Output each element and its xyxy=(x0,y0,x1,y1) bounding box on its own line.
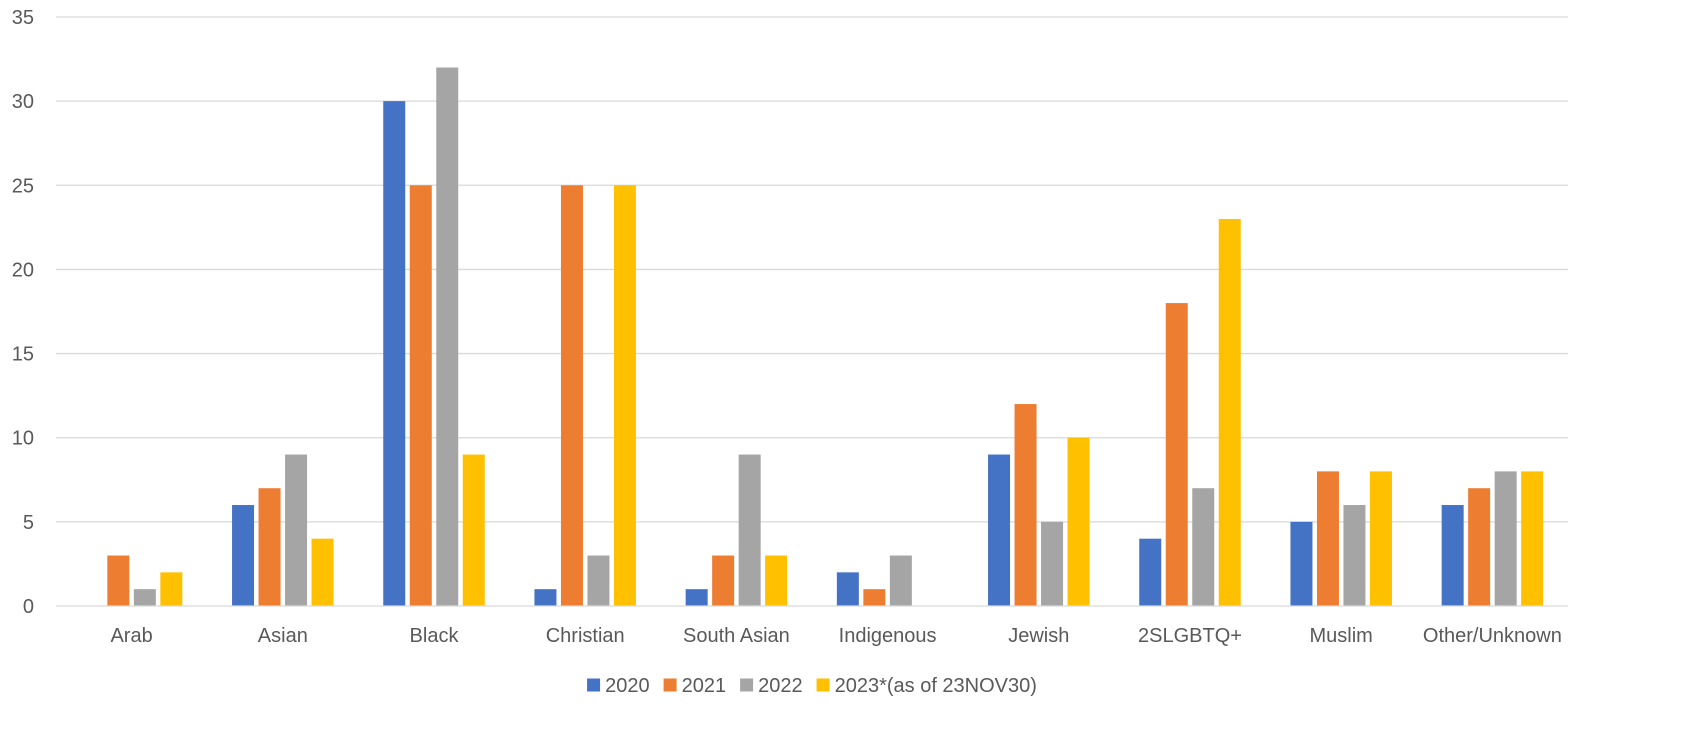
bar-2023-as-of-23nov30- xyxy=(613,185,636,607)
y-tick-label: 0 xyxy=(23,596,34,618)
y-tick-label: 10 xyxy=(12,428,34,450)
x-category-label: Christian xyxy=(546,625,625,647)
bar-2023-as-of-23nov30- xyxy=(160,572,183,606)
x-category-label: Asian xyxy=(258,625,308,647)
bar-2022 xyxy=(1343,505,1366,606)
legend: 2020 2021 2022 2023*(as of 23NOV30) xyxy=(587,675,1037,697)
bar-2020 xyxy=(383,101,406,607)
bar-2022 xyxy=(738,454,761,606)
bar-2021 xyxy=(1014,404,1037,606)
x-category-label: South Asian xyxy=(683,625,790,647)
legend-label: 2020 xyxy=(605,675,650,697)
x-category-label: Other/Unknown xyxy=(1423,625,1562,647)
bar-2023-as-of-23nov30- xyxy=(311,538,334,606)
y-tick-label: 25 xyxy=(12,175,34,197)
bar-2021 xyxy=(560,185,583,607)
bar-2021 xyxy=(1468,488,1491,606)
x-category-label: Black xyxy=(410,625,460,647)
bar-2022 xyxy=(285,454,308,606)
bar-2021 xyxy=(863,589,886,606)
y-tick-label: 35 xyxy=(12,7,34,29)
bar-2022 xyxy=(436,67,459,606)
bar-2023-as-of-23nov30- xyxy=(1218,218,1241,606)
bar-2021 xyxy=(712,555,735,606)
bar-2023-as-of-23nov30- xyxy=(765,555,788,606)
y-tick-label: 5 xyxy=(23,512,34,534)
x-axis-category-labels: Arab Asian Black Christian South Asian Indige… xyxy=(110,625,1561,647)
legend-swatch xyxy=(816,678,830,692)
x-category-label: 2SLGBTQ+ xyxy=(1138,625,1242,647)
bar-2021 xyxy=(258,488,281,606)
bar-2022 xyxy=(1494,471,1517,606)
bar-2022 xyxy=(889,555,912,606)
legend-item: 2023*(as of 23NOV30) xyxy=(816,675,1037,697)
legend-swatch xyxy=(587,678,601,692)
legend-swatch xyxy=(740,678,754,692)
bar-2020 xyxy=(534,589,557,606)
bar-2020 xyxy=(988,454,1011,606)
bar-2023-as-of-23nov30- xyxy=(462,454,485,606)
legend-swatch xyxy=(663,678,677,692)
legend-label: 2021 xyxy=(682,675,727,697)
bar-2021 xyxy=(1316,471,1339,606)
bar-2020 xyxy=(232,505,255,606)
y-tick-label: 20 xyxy=(12,259,34,281)
bar-2022 xyxy=(1041,521,1064,606)
gridlines xyxy=(56,16,1568,523)
y-tick-label: 15 xyxy=(12,344,34,366)
bar-2021 xyxy=(107,555,130,606)
x-category-label: Arab xyxy=(110,625,152,647)
bar-2022 xyxy=(133,589,156,606)
bar-2020 xyxy=(1139,538,1162,606)
bar-2023-as-of-23nov30- xyxy=(1521,471,1544,606)
bar-2022 xyxy=(1192,488,1215,606)
legend-label: 2022 xyxy=(758,675,803,697)
bar-2023-as-of-23nov30- xyxy=(1067,437,1090,606)
bar-2020 xyxy=(685,589,708,606)
bar-2021 xyxy=(409,185,432,607)
legend-item: 2022 xyxy=(740,675,803,697)
legend-item: 2021 xyxy=(663,675,727,697)
y-tick-label: 30 xyxy=(12,91,34,113)
bar-2020 xyxy=(1290,521,1313,606)
y-axis-tick-labels: 0 5 10 15 20 25 30 35 xyxy=(12,7,34,618)
bar-2020 xyxy=(836,572,859,606)
x-category-label: Indigenous xyxy=(839,625,937,647)
bar-2022 xyxy=(587,555,610,606)
x-category-label: Muslim xyxy=(1310,625,1373,647)
bars xyxy=(107,67,1544,607)
x-category-label: Jewish xyxy=(1008,625,1069,647)
bar-2023-as-of-23nov30- xyxy=(1369,471,1392,606)
legend-label: 2023*(as of 23NOV30) xyxy=(835,675,1037,697)
bar-2020 xyxy=(1441,505,1464,606)
bar-2021 xyxy=(1165,303,1188,606)
legend-item: 2020 xyxy=(587,675,650,697)
